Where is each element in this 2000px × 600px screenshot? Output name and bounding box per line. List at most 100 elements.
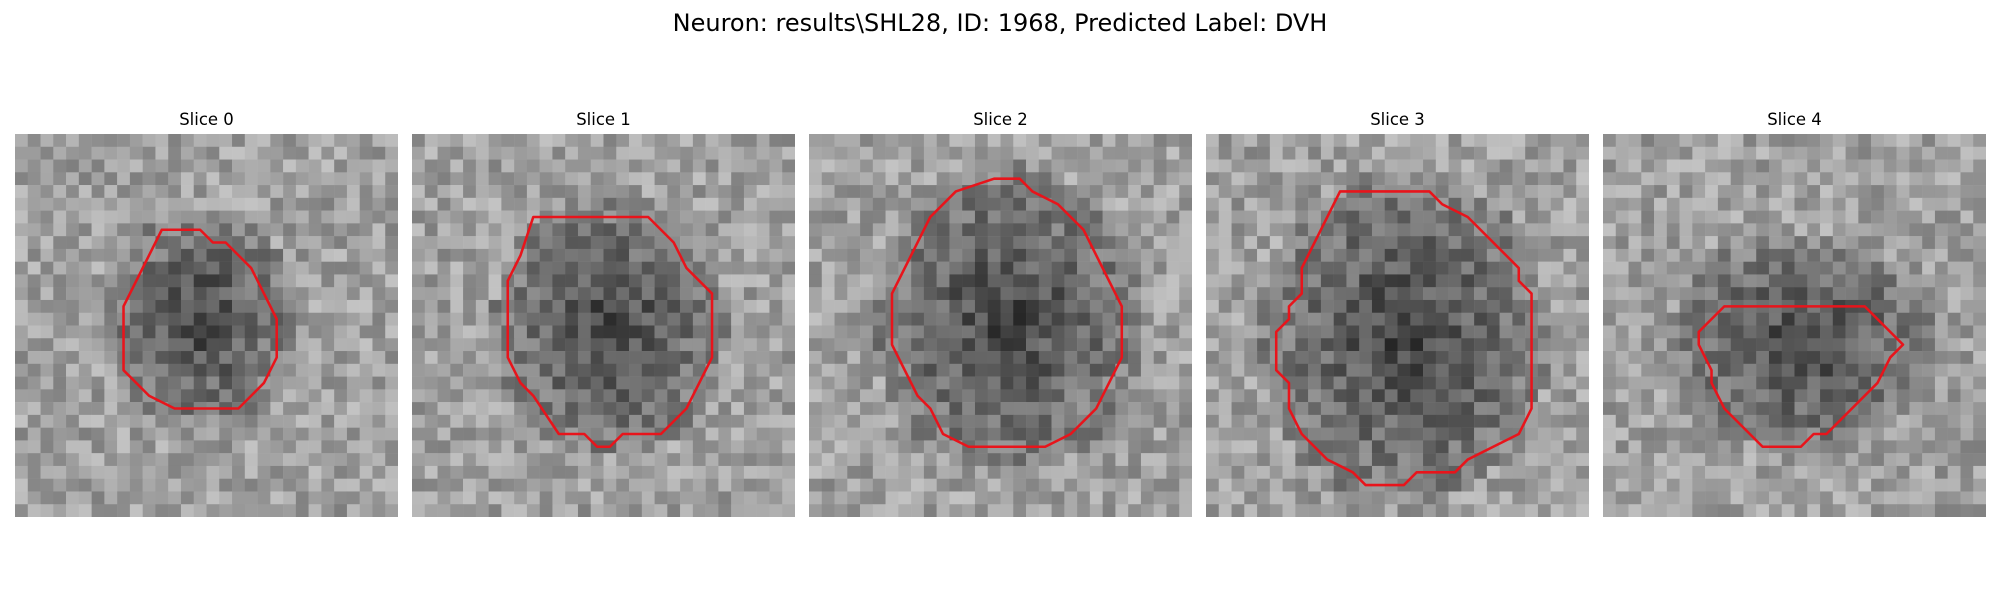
- pixel: [1820, 363, 1834, 377]
- pixel: [206, 504, 220, 517]
- pixel: [1871, 185, 1885, 199]
- pixel: [1705, 159, 1719, 173]
- pixel: [206, 351, 220, 365]
- pixel: [1807, 223, 1821, 237]
- pixel: [1717, 351, 1731, 365]
- pixel: [219, 210, 233, 224]
- pixel: [1960, 248, 1974, 262]
- pixel: [1486, 453, 1500, 467]
- pixel: [1973, 261, 1986, 275]
- pixel: [654, 376, 668, 390]
- pixel: [962, 261, 976, 275]
- pixel: [1871, 402, 1885, 416]
- pixel: [936, 312, 950, 326]
- pixel: [782, 504, 795, 517]
- pixel: [667, 427, 681, 441]
- pixel: [1410, 338, 1424, 352]
- pixel: [1550, 274, 1564, 288]
- pixel: [1077, 440, 1091, 454]
- pixel: [1435, 325, 1449, 339]
- pixel: [1934, 351, 1948, 365]
- pixel: [860, 389, 874, 403]
- pixel: [1666, 312, 1680, 326]
- pixel: [1550, 299, 1564, 313]
- pixel: [603, 248, 617, 262]
- pixel: [1448, 453, 1462, 467]
- pixel: [129, 210, 143, 224]
- pixel: [526, 351, 540, 365]
- pixel: [475, 363, 489, 377]
- pixel: [872, 261, 886, 275]
- pixel: [809, 210, 823, 224]
- pixel: [424, 427, 438, 441]
- pixel: [168, 376, 182, 390]
- pixel: [334, 389, 348, 403]
- pixel: [295, 478, 309, 492]
- pixel: [232, 363, 246, 377]
- pixel: [949, 363, 963, 377]
- pixel: [654, 465, 668, 479]
- pixel: [1512, 312, 1526, 326]
- pixel: [949, 134, 963, 148]
- pixel: [1166, 338, 1180, 352]
- pixel: [692, 427, 706, 441]
- pixel: [1576, 427, 1589, 441]
- pixel: [1218, 210, 1232, 224]
- pixel: [1206, 504, 1220, 517]
- pixel: [1153, 504, 1167, 517]
- pixel: [475, 338, 489, 352]
- pixel: [1871, 351, 1885, 365]
- pixel: [1000, 287, 1014, 301]
- pixel: [501, 134, 515, 148]
- pixel: [1934, 159, 1948, 173]
- pixel: [1896, 402, 1910, 416]
- pixel: [654, 312, 668, 326]
- pixel: [142, 287, 156, 301]
- pixel: [1244, 312, 1258, 326]
- pixel: [1218, 491, 1232, 505]
- pixel: [334, 491, 348, 505]
- pixel: [257, 236, 271, 250]
- pixel: [1257, 185, 1271, 199]
- pixel: [104, 197, 118, 211]
- pixel: [1448, 287, 1462, 301]
- pixel: [437, 453, 451, 467]
- pixel: [847, 427, 861, 441]
- pixel: [219, 312, 233, 326]
- pixel: [206, 440, 220, 454]
- pixel: [949, 427, 963, 441]
- pixel: [1832, 338, 1846, 352]
- pixel: [1371, 338, 1385, 352]
- pixel: [756, 159, 770, 173]
- pixel: [911, 210, 925, 224]
- pixel: [219, 248, 233, 262]
- pixel: [577, 478, 591, 492]
- pixel: [1603, 185, 1617, 199]
- pixel: [1486, 172, 1500, 186]
- pixel: [257, 465, 271, 479]
- pixel: [1845, 287, 1859, 301]
- pixel: [66, 363, 80, 377]
- pixel: [168, 159, 182, 173]
- pixel: [1896, 478, 1910, 492]
- pixel: [552, 465, 566, 479]
- pixel: [295, 376, 309, 390]
- pixel: [577, 414, 591, 428]
- pixel: [731, 440, 745, 454]
- pixel: [257, 338, 271, 352]
- pixel: [244, 197, 258, 211]
- pixel: [1320, 376, 1334, 390]
- pixel: [321, 146, 335, 160]
- pixel: [270, 146, 284, 160]
- pixel: [424, 223, 438, 237]
- pixel: [514, 402, 528, 416]
- pixel: [641, 197, 655, 211]
- pixel: [15, 325, 29, 339]
- pixel: [949, 210, 963, 224]
- pixel: [168, 453, 182, 467]
- pixel: [180, 351, 194, 365]
- pixel: [974, 185, 988, 199]
- pixel: [1973, 236, 1986, 250]
- pixel: [1692, 376, 1706, 390]
- pixel: [1013, 210, 1027, 224]
